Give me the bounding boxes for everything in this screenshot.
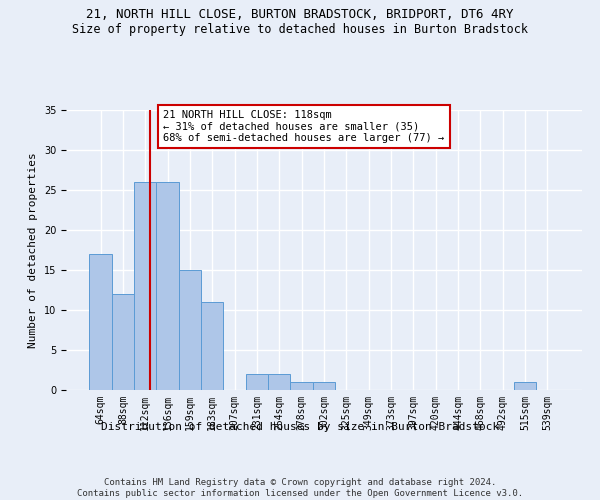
Text: 21 NORTH HILL CLOSE: 118sqm
← 31% of detached houses are smaller (35)
68% of sem: 21 NORTH HILL CLOSE: 118sqm ← 31% of det… [163, 110, 445, 143]
Bar [514, 382, 536, 390]
Bar [134, 182, 157, 390]
Y-axis label: Number of detached properties: Number of detached properties [28, 152, 38, 348]
Bar [157, 182, 179, 390]
Text: 21, NORTH HILL CLOSE, BURTON BRADSTOCK, BRIDPORT, DT6 4RY: 21, NORTH HILL CLOSE, BURTON BRADSTOCK, … [86, 8, 514, 20]
Bar [89, 254, 112, 390]
Bar [201, 302, 223, 390]
Text: Distribution of detached houses by size in Burton Bradstock: Distribution of detached houses by size … [101, 422, 499, 432]
Text: Contains HM Land Registry data © Crown copyright and database right 2024.
Contai: Contains HM Land Registry data © Crown c… [77, 478, 523, 498]
Bar [313, 382, 335, 390]
Text: Size of property relative to detached houses in Burton Bradstock: Size of property relative to detached ho… [72, 22, 528, 36]
Bar [246, 374, 268, 390]
Bar [268, 374, 290, 390]
Bar [290, 382, 313, 390]
Bar [179, 270, 201, 390]
Bar [112, 294, 134, 390]
